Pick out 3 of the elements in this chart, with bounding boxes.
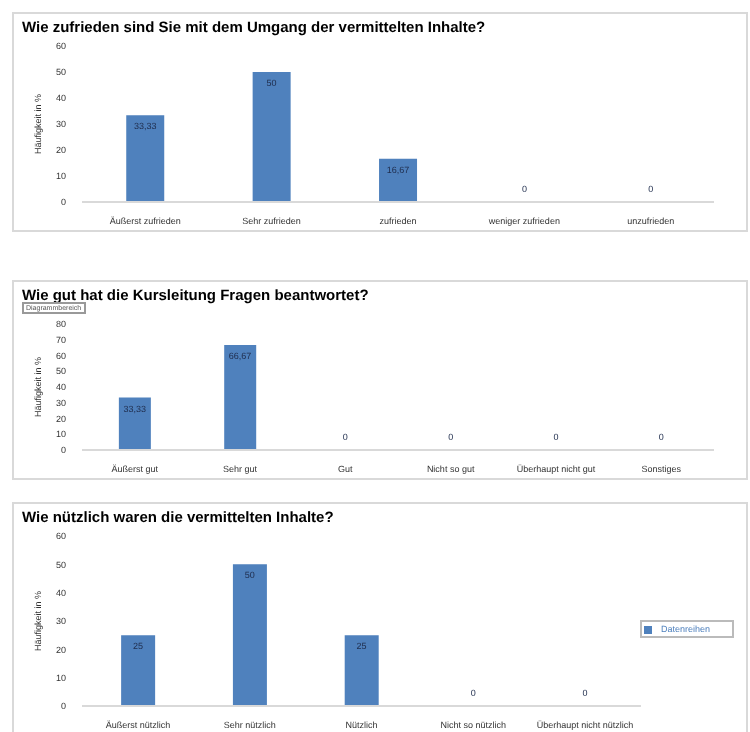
bar: [379, 158, 418, 202]
bar: [252, 72, 291, 202]
bar: [126, 115, 165, 202]
